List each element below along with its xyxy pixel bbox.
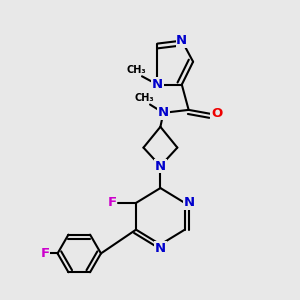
Text: F: F [40,247,50,260]
Text: CH₃: CH₃ [135,93,155,103]
Text: CH₃: CH₃ [127,65,146,75]
Text: N: N [152,78,163,91]
Text: N: N [155,242,166,255]
Text: N: N [155,160,166,172]
Text: N: N [176,34,188,47]
Text: N: N [158,106,169,119]
Text: O: O [211,107,222,120]
Text: F: F [108,196,117,209]
Text: N: N [183,196,194,209]
